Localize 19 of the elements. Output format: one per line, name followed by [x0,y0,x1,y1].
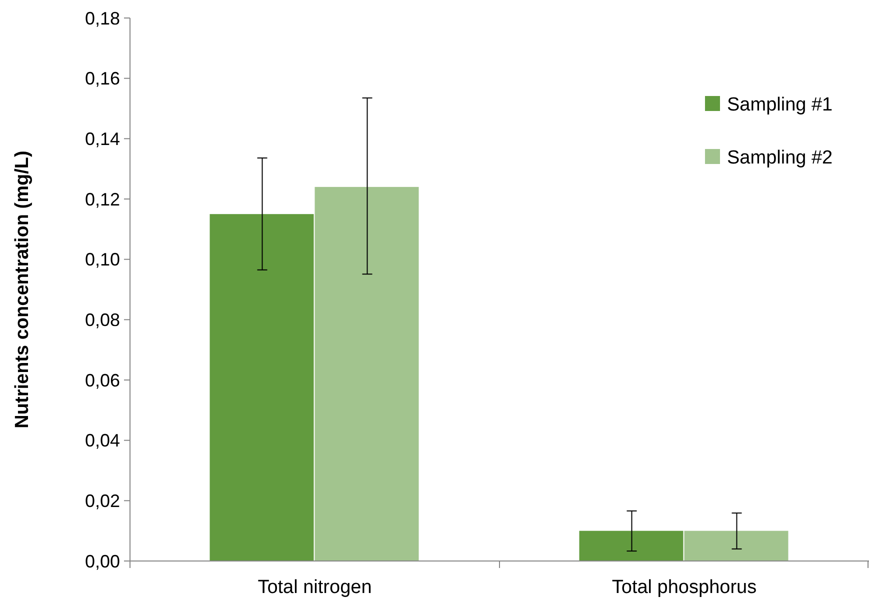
y-tick-label: 0,08 [84,310,120,330]
y-tick-label: 0,16 [84,68,120,89]
y-tick-label: 0,10 [84,250,120,270]
y-tick-label: 0,06 [84,370,120,390]
y-tick-label: 0,18 [84,8,120,28]
legend-label: Sampling #1 [727,94,833,116]
y-tick-label: 0,12 [84,189,120,210]
y-axis-title: Nutrients concentration (mg/L) [12,150,33,428]
bar [684,530,788,561]
y-tick-label: 0,00 [84,551,120,572]
bar [314,186,419,561]
y-tick-label: 0,14 [84,128,120,149]
x-tick-label: Total nitrogen [258,577,372,598]
y-tick-label: 0,02 [84,490,120,511]
bar [579,530,684,561]
bar [210,214,314,561]
y-tick-label: 0,04 [84,430,120,451]
x-tick-label: Total phosphorus [612,577,757,598]
legend-label: Sampling #2 [727,148,833,169]
